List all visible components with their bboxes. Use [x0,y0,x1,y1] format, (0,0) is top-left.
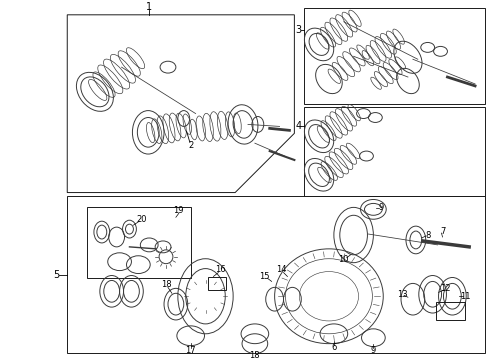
Text: 6: 6 [331,343,337,352]
Text: 18: 18 [249,351,260,360]
Text: 9: 9 [379,203,384,212]
Text: 8: 8 [425,230,430,239]
Text: 15: 15 [260,272,270,281]
Text: 17: 17 [185,346,196,355]
Text: 13: 13 [397,290,407,299]
Text: 18: 18 [161,280,171,289]
Bar [67,195,485,352]
Text: 4: 4 [295,121,301,131]
Text: 1: 1 [146,2,152,12]
Text: 14: 14 [276,265,287,274]
Text: 7: 7 [440,226,445,235]
Text: 11: 11 [460,292,470,301]
Bar [304,107,485,195]
Bar [208,276,226,290]
Text: 19: 19 [173,206,184,215]
Bar [436,302,465,320]
Text: 5: 5 [53,270,59,279]
Text: 16: 16 [215,265,225,274]
Text: 2: 2 [188,141,194,150]
Text: 10: 10 [339,255,349,264]
Bar [87,207,191,279]
Bar [304,8,485,104]
Text: 3: 3 [295,24,301,35]
Text: 20: 20 [136,215,147,224]
Text: 9: 9 [371,346,376,355]
Text: 12: 12 [440,284,451,293]
